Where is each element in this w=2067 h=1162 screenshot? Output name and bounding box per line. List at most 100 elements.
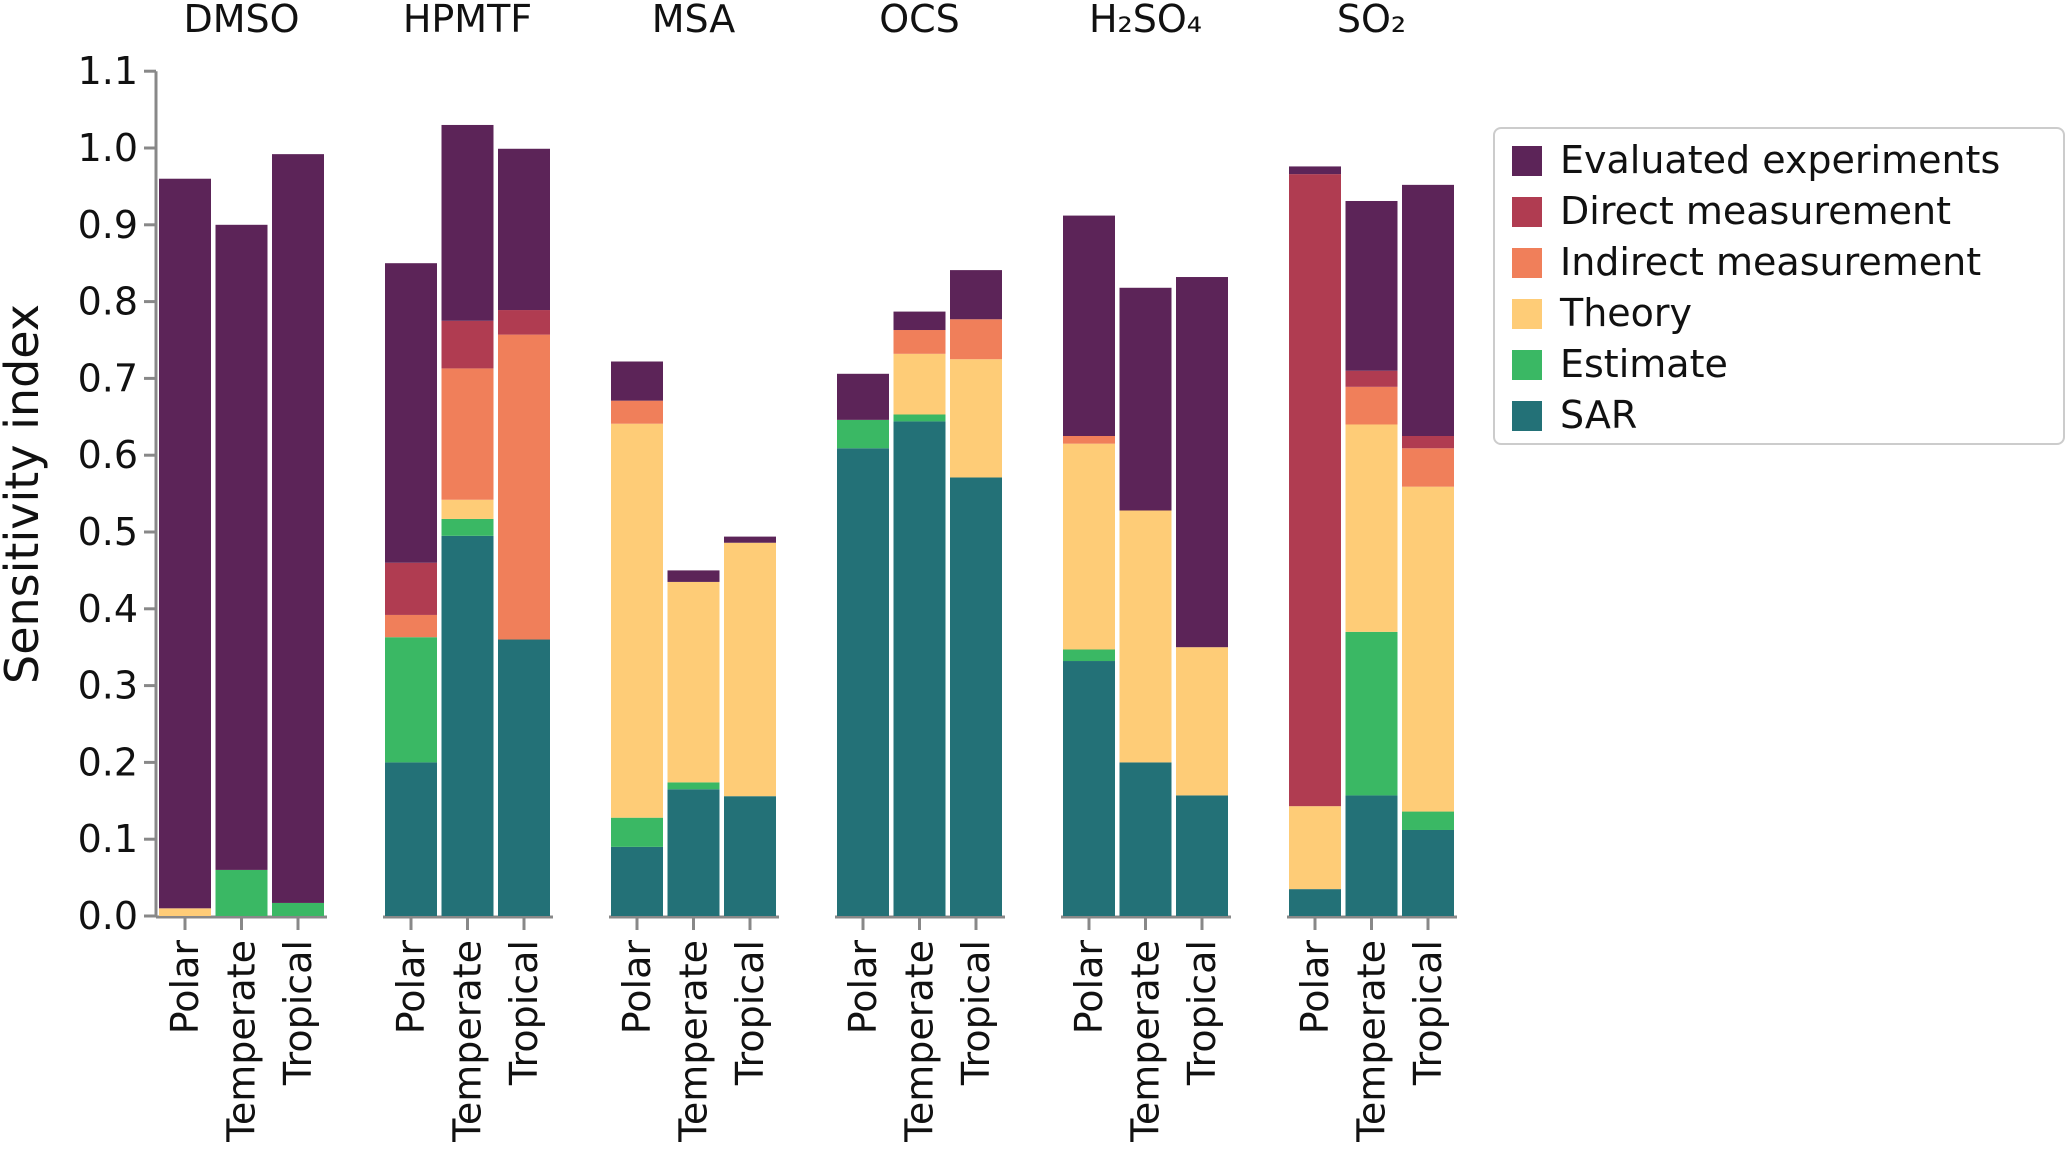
bar-segment <box>1119 510 1172 763</box>
bar-segment <box>1402 448 1454 487</box>
x-tick-label: Tropical <box>276 940 320 1086</box>
legend-label: Evaluated experiments <box>1560 138 2000 182</box>
bar-segment <box>385 562 437 615</box>
legend-swatch <box>1512 248 1542 278</box>
y-axis: 0.0 0.1 0.2 0.3 0.4 0.5 0.6 0.7 0.8 0.9 1.0 1.1 <box>78 49 1457 938</box>
bar-segment <box>950 359 1002 478</box>
bar-segment <box>893 414 946 422</box>
x-tick-label: Tropical <box>502 940 546 1086</box>
group-title: SO₂ <box>1337 0 1406 41</box>
bar-segment <box>385 637 437 763</box>
bar-segment <box>611 400 663 424</box>
bar-segment <box>950 477 1002 916</box>
y-tick-label: 0.1 <box>78 817 138 861</box>
bar-segment <box>1176 647 1228 796</box>
bar-segment <box>893 421 946 916</box>
y-tick-label: 1.1 <box>78 49 138 93</box>
bar-segment <box>1119 762 1172 916</box>
bar-segment <box>1345 631 1398 796</box>
y-tick-label: 0.7 <box>78 356 138 400</box>
bar-segment <box>1289 166 1341 175</box>
legend-swatch <box>1512 350 1542 380</box>
bar-segment <box>498 148 550 311</box>
bar-segment <box>1176 277 1228 648</box>
bar-segment <box>385 614 437 638</box>
x-tick-label: Temperate <box>672 940 716 1143</box>
bar-segment <box>667 570 720 582</box>
x-labels: DMSO Polar Temperate Tropical HPMTF Polar Temp… <box>163 0 1450 1143</box>
y-tick-label: 0.2 <box>78 740 138 784</box>
bar-segment <box>385 762 437 916</box>
x-tick-label: Tropical <box>1180 940 1224 1086</box>
legend-box <box>1493 127 2065 445</box>
x-tick-label: Temperate <box>1124 940 1168 1143</box>
group-title: OCS <box>879 0 960 41</box>
bar-segment <box>611 423 663 818</box>
y-axis-label: Sensitivity index <box>0 304 49 684</box>
x-tick-label: Polar <box>615 940 659 1035</box>
bar-segment <box>611 361 663 401</box>
bar-segment <box>1289 889 1341 916</box>
bar-segment <box>272 154 324 903</box>
bar-segment <box>1063 436 1115 444</box>
bar-segment <box>215 224 268 870</box>
bar-segment <box>1063 649 1115 662</box>
x-tick-label: Tropical <box>1406 940 1450 1086</box>
bar-segment <box>1402 486 1454 812</box>
y-tick-label: 0.9 <box>78 203 138 247</box>
x-tick-label: Polar <box>1067 940 1111 1035</box>
legend-label: Theory <box>1559 291 1692 335</box>
bar-segment <box>441 535 494 916</box>
x-tick-label: Temperate <box>446 940 490 1143</box>
bar-segment <box>498 639 550 916</box>
y-tick-label: 0.5 <box>78 510 138 554</box>
bar-segment <box>667 782 720 790</box>
bar-segment <box>1402 436 1454 449</box>
bar-segment <box>1345 200 1398 371</box>
x-tick-label: Polar <box>841 940 885 1035</box>
bar-segment <box>837 448 889 916</box>
bar-segment <box>441 320 494 369</box>
legend: Evaluated experiments Direct measurement I… <box>1493 127 2065 445</box>
x-tick-label: Temperate <box>220 940 264 1143</box>
legend-swatch <box>1512 197 1542 227</box>
bar-segment <box>385 263 437 563</box>
bar-segment <box>1119 287 1172 511</box>
legend-label: SAR <box>1560 393 1637 437</box>
bar-segment <box>837 419 889 449</box>
bar-segment <box>837 373 889 420</box>
bar-segment <box>1289 806 1341 890</box>
bar-segment <box>893 330 946 354</box>
legend-label: Estimate <box>1560 342 1728 386</box>
bar-segment <box>611 846 663 916</box>
y-tick-label: 0.8 <box>78 280 138 324</box>
y-tick-label: 0.6 <box>78 433 138 477</box>
y-tick-label: 0.0 <box>78 894 138 938</box>
bar-segment <box>1063 443 1115 650</box>
bar-segment <box>441 499 494 519</box>
bar-segment <box>1345 424 1398 632</box>
bar-segment <box>441 368 494 500</box>
bar-segment <box>667 789 720 916</box>
bar-segment <box>724 796 776 916</box>
y-tick-label: 0.3 <box>78 664 138 708</box>
bar-segment <box>159 178 211 909</box>
bar-segment <box>667 581 720 783</box>
x-tick-label: Temperate <box>898 940 942 1143</box>
group-title: HPMTF <box>403 0 532 41</box>
group-title: H₂SO₄ <box>1089 0 1202 41</box>
bar-segment <box>1402 184 1454 436</box>
bar-segment <box>1402 811 1454 830</box>
bar-segment <box>441 518 494 536</box>
bar-segment <box>1063 661 1115 916</box>
group-title: MSA <box>652 0 736 41</box>
x-tick-label: Tropical <box>728 940 772 1086</box>
bar-segment <box>950 270 1002 320</box>
x-tick-label: Polar <box>389 940 433 1035</box>
bar-segment <box>1176 795 1228 916</box>
bar-segment <box>1063 215 1115 436</box>
bar-segment <box>498 310 550 335</box>
bar-segment <box>950 319 1002 360</box>
bar-segment <box>159 908 211 916</box>
